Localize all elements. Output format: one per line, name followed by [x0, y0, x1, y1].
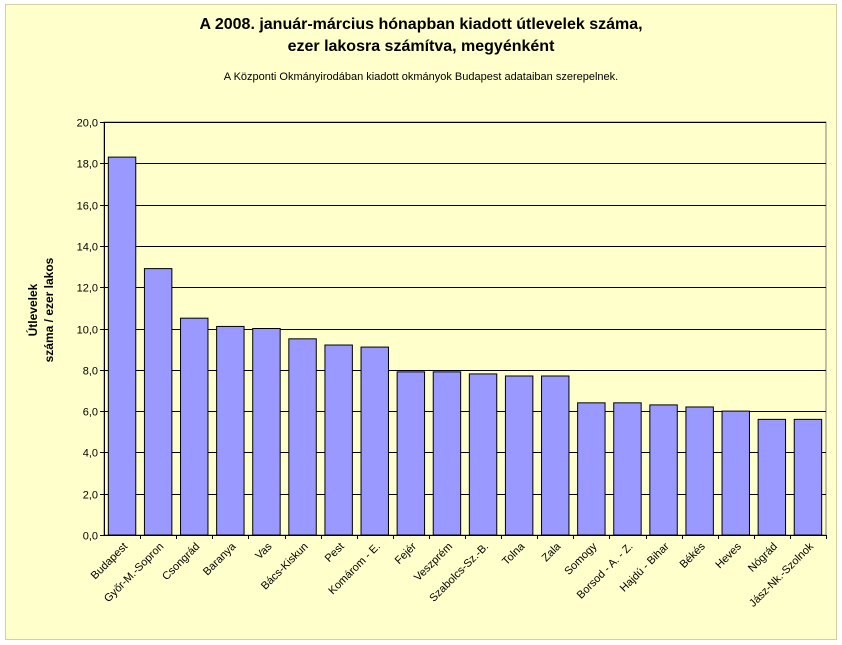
bar	[721, 410, 750, 536]
chart-title-line2: ezer lakosra számítva, megyénként	[287, 38, 555, 55]
x-tick-label: Fejér	[393, 540, 419, 566]
chart-title-line1: A 2008. január-március hónapban kiadott …	[199, 16, 643, 33]
bar	[577, 402, 606, 536]
plot-area	[103, 121, 827, 536]
y-tick-label: 0,0	[83, 531, 98, 543]
y-tick-label: 4,0	[83, 448, 98, 460]
x-tick-label: Heves	[713, 540, 744, 571]
x-tick-label: Vas	[253, 540, 275, 562]
y-tick-label: 16,0	[77, 201, 98, 213]
bar	[180, 317, 209, 536]
y-tick-label: 10,0	[77, 325, 98, 337]
bar	[107, 156, 137, 536]
bar	[360, 346, 389, 536]
bar	[757, 418, 787, 536]
y-tick-label: 14,0	[77, 242, 98, 254]
bar	[252, 328, 281, 536]
bar	[324, 344, 353, 536]
y-tick-label: 12,0	[77, 283, 98, 295]
bar	[216, 325, 245, 536]
x-tick-label: Somogy	[562, 540, 599, 577]
x-tick-label: Tolna	[500, 540, 528, 568]
y-tick-label: 8,0	[83, 366, 98, 378]
y-tick-label: 20,0	[77, 118, 98, 130]
bar	[793, 418, 823, 536]
bar	[649, 404, 678, 536]
bar	[432, 371, 462, 536]
y-tick-label: 2,0	[83, 490, 98, 502]
chart-title: A 2008. január-március hónapban kiadott …	[0, 14, 842, 58]
x-tick-label: Nógrád	[746, 541, 780, 575]
chart-subtitle: A Központi Okmányirodában kiadott okmány…	[223, 71, 619, 83]
x-tick-label: Csongrád	[160, 541, 202, 583]
bar	[288, 338, 317, 536]
x-tick-label: Békés	[678, 540, 708, 570]
x-tick-label: Zala	[540, 540, 564, 564]
y-tick-label: 18,0	[77, 159, 98, 171]
bar	[143, 268, 173, 536]
y-tick-label: 6,0	[83, 407, 98, 419]
x-tick-label: Baranya	[201, 540, 239, 578]
bar	[504, 375, 534, 536]
bar	[541, 375, 570, 536]
bar	[685, 406, 714, 536]
x-tick-label: Pest	[323, 541, 347, 565]
bar	[396, 371, 426, 536]
bar	[613, 402, 642, 536]
bar	[468, 373, 498, 536]
x-tick-label: Jász-Nk.-Szolnok	[747, 540, 816, 609]
